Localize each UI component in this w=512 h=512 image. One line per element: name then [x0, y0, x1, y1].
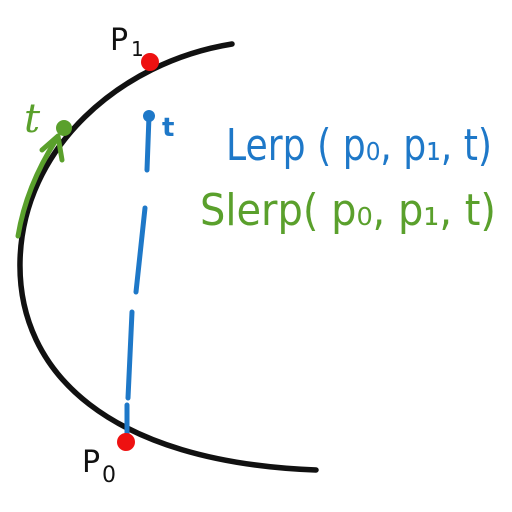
p1-label: P	[110, 23, 128, 58]
p1-point	[141, 53, 159, 71]
slerp-t-label: t	[24, 96, 41, 142]
lerp-dashed-line	[124, 113, 152, 439]
p0-label-subscript: 0	[102, 463, 116, 488]
lerp-t-point	[143, 110, 155, 122]
slerp-t-point	[56, 120, 72, 136]
p0-point	[117, 433, 135, 451]
lerp-formula: Lerp ( p₀, p₁, t)	[226, 120, 492, 171]
slerp-arc-arrow	[15, 137, 59, 239]
lerp-t-label: t	[162, 113, 174, 143]
p0-label: P	[82, 445, 100, 480]
p1-label-subscript: 1	[131, 37, 144, 61]
slerp-arrowhead-icon	[39, 133, 65, 163]
unit-circle-arc	[17, 41, 319, 473]
slerp-formula: Slerp( p₀, p₁, t)	[200, 185, 496, 236]
